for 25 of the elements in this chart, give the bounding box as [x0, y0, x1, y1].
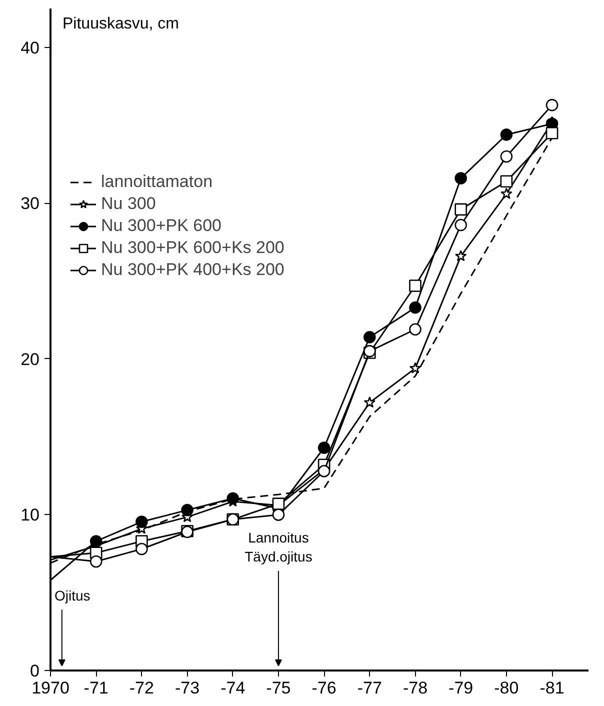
y-tick-label: 40 — [20, 38, 40, 58]
y-axis-title: Pituuskasvu, cm — [62, 16, 179, 32]
y-tick-label: 10 — [20, 506, 40, 525]
legend-label: Nu 300+PK 600 — [101, 216, 222, 236]
legend-label: Nu 300+PK 400+Ks 200 — [101, 260, 284, 280]
x-tick-label: -73 — [174, 678, 200, 698]
legend-label: lannoittamaton — [101, 172, 213, 192]
x-tick-label: -72 — [129, 678, 154, 698]
y-tick-label: 0 — [30, 662, 40, 680]
legend-label: Nu 300+PK 600+Ks 200 — [101, 238, 284, 258]
x-tick-label: -77 — [357, 678, 382, 698]
x-tick-label: -80 — [494, 678, 519, 698]
legend-label: Nu 300 — [101, 194, 156, 214]
x-tick-label: -74 — [220, 678, 246, 698]
x-tick-label: -71 — [84, 678, 108, 698]
annotation: Ojitus — [54, 588, 90, 604]
x-tick-label: -79 — [448, 678, 474, 698]
x-tick-label: -76 — [312, 678, 336, 698]
annotation: Lannoitus Täyd.ojitus — [244, 529, 312, 565]
x-tick-label: -81 — [540, 678, 564, 698]
x-tick-label: -75 — [266, 678, 291, 698]
y-tick-label: 20 — [20, 350, 40, 369]
x-tick-label: -78 — [402, 678, 428, 698]
y-tick-label: 30 — [20, 194, 40, 214]
x-tick-label: 1970 — [32, 678, 70, 698]
